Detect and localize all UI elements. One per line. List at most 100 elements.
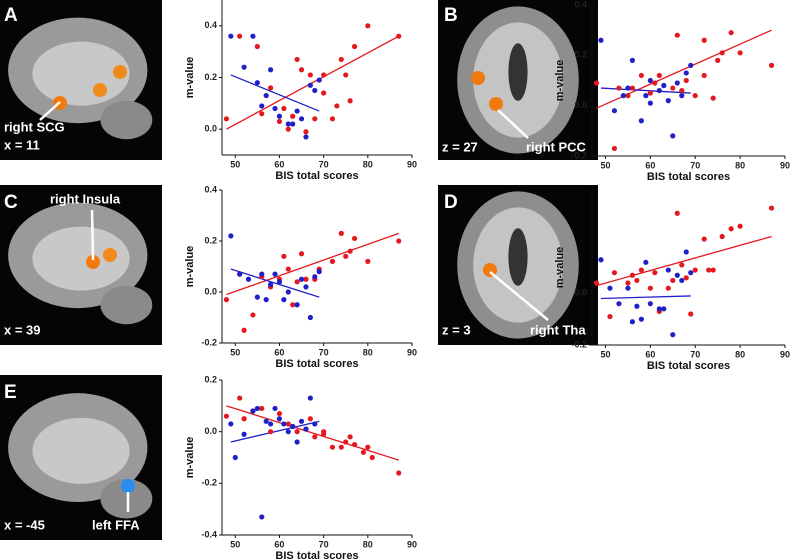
data-point: [369, 454, 375, 461]
y-tick-label: 0.0: [574, 100, 587, 110]
y-tick-label: -0.2: [571, 339, 587, 349]
data-point: [303, 129, 309, 135]
brain-white: [32, 226, 130, 291]
data-point: [611, 108, 618, 114]
data-point: [259, 405, 265, 412]
data-point: [290, 302, 296, 308]
data-point: [652, 80, 658, 86]
x-tick-label: 70: [319, 539, 329, 549]
data-point: [294, 108, 300, 114]
data-point: [329, 258, 336, 264]
data-point: [625, 280, 631, 286]
data-point: [250, 312, 256, 318]
y-tick-label: 0.2: [204, 235, 217, 245]
data-point: [737, 50, 743, 56]
ventricle: [508, 43, 528, 101]
data-point: [611, 145, 618, 152]
x-tick-label: 80: [363, 347, 373, 357]
data-point: [307, 72, 313, 78]
region-label: right PCC: [526, 139, 587, 154]
y-axis-label: m-value: [184, 246, 196, 288]
data-point: [276, 410, 283, 417]
data-point: [276, 416, 283, 422]
data-point: [710, 267, 716, 273]
data-point: [303, 276, 309, 282]
x-tick-label: 50: [230, 347, 240, 357]
data-point: [290, 423, 296, 430]
data-point: [670, 85, 676, 91]
data-point: [307, 314, 313, 321]
data-point: [629, 319, 635, 325]
data-point: [598, 257, 604, 263]
activation-blob: [93, 83, 107, 97]
panel-letter: D: [444, 192, 458, 213]
fit-line: [600, 87, 691, 94]
data-point: [254, 294, 260, 300]
data-point: [701, 37, 707, 43]
data-point: [638, 267, 644, 273]
panel-letter: B: [444, 5, 458, 26]
data-point: [307, 395, 313, 401]
data-point: [620, 93, 627, 99]
data-point: [351, 441, 358, 448]
data-point: [259, 514, 265, 520]
data-point: [670, 277, 676, 284]
panel-letter: E: [4, 382, 17, 403]
y-tick-label: 0.4: [204, 184, 217, 194]
data-point: [281, 105, 287, 112]
activation-blob: [86, 255, 100, 269]
data-point: [674, 210, 680, 216]
slice-label: z = 27: [442, 139, 478, 154]
data-point: [263, 418, 269, 424]
data-point: [701, 236, 707, 242]
data-point: [268, 281, 274, 287]
data-point: [665, 267, 671, 273]
y-axis-label: m-value: [184, 437, 196, 479]
data-point: [303, 284, 309, 290]
data-point: [316, 77, 322, 83]
x-tick-label: 90: [407, 159, 417, 169]
activation-blob: [103, 248, 117, 262]
data-point: [647, 285, 653, 291]
data-point: [683, 249, 689, 255]
cerebellum: [100, 100, 153, 140]
data-point: [334, 103, 340, 109]
data-point: [647, 100, 653, 106]
data-point: [268, 85, 274, 91]
data-point: [241, 64, 247, 70]
data-point: [285, 421, 291, 427]
fit-line: [596, 235, 772, 287]
data-point: [312, 421, 318, 427]
data-point: [281, 253, 287, 259]
y-tick-label: -0.2: [201, 337, 217, 347]
data-point: [228, 233, 234, 239]
data-point: [688, 270, 694, 276]
data-point: [616, 85, 622, 91]
y-tick-label: 0.0: [204, 426, 217, 436]
x-tick-label: 60: [645, 160, 655, 170]
data-point: [263, 92, 269, 99]
data-point: [661, 306, 667, 312]
data-point: [237, 395, 243, 401]
data-point: [365, 23, 371, 29]
data-point: [285, 289, 291, 295]
data-point: [665, 285, 671, 291]
data-point: [396, 238, 402, 244]
data-point: [290, 121, 296, 127]
x-tick-label: 80: [735, 160, 745, 170]
data-point: [298, 116, 305, 122]
data-point: [298, 276, 305, 282]
region-pointer: [489, 271, 549, 321]
data-point: [396, 33, 402, 39]
data-point: [312, 87, 318, 94]
data-point: [276, 118, 283, 125]
y-tick-label: -0.2: [571, 150, 587, 160]
data-point: [276, 113, 283, 119]
data-point: [223, 297, 230, 303]
data-point: [250, 408, 256, 414]
slice-label: x = 39: [4, 322, 41, 337]
x-tick-label: 70: [690, 160, 700, 170]
data-point: [276, 279, 283, 285]
data-point: [629, 272, 635, 278]
